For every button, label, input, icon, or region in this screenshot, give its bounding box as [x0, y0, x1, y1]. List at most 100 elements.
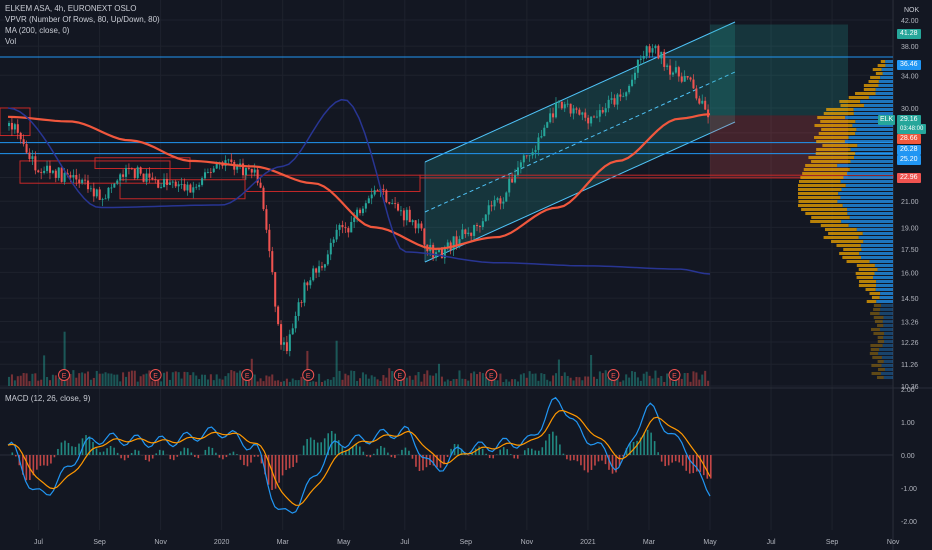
macd-histogram-bar	[134, 449, 136, 455]
volume-bar	[540, 373, 543, 386]
last-price-tag: 29.16	[897, 115, 921, 125]
long-position-tool[interactable]	[0, 24, 894, 200]
volume-bar	[657, 377, 660, 386]
macd-histogram-bar	[22, 455, 24, 475]
ma-legend[interactable]: MA (200, close, 0)	[5, 26, 70, 35]
volume-bar	[683, 373, 686, 386]
vpvr-row-down	[814, 136, 849, 139]
volume-bar	[92, 377, 95, 386]
macd-histogram-bar	[559, 444, 561, 455]
volume-bar	[113, 374, 116, 386]
price-axis-label: 14.50	[901, 296, 919, 303]
candle-body	[31, 156, 34, 159]
volume-bar	[312, 381, 315, 386]
vpvr-row-down	[810, 220, 842, 223]
candle-body	[107, 187, 110, 199]
volume-bar	[464, 379, 467, 386]
vpvr-row-down	[801, 208, 848, 211]
earnings-marker[interactable]: E	[393, 369, 406, 381]
vpvr-legend[interactable]: VPVR (Number Of Rows, 80, Up/Down, 80)	[5, 15, 160, 24]
earnings-marker[interactable]: E	[241, 369, 254, 381]
earnings-marker[interactable]: E	[302, 369, 315, 381]
vol-legend[interactable]: Vol	[5, 37, 17, 46]
volume-bar	[344, 373, 347, 386]
price-axis-label: 10.36	[901, 384, 919, 391]
macd-histogram-bar	[362, 451, 365, 455]
volume-bar	[104, 372, 107, 386]
channel-upper	[424, 21, 736, 163]
candle-body	[639, 58, 642, 60]
macd-histogram-bar	[351, 446, 354, 455]
candle-body	[309, 280, 312, 286]
ma-200-path	[7, 113, 711, 251]
volume-bar	[218, 378, 221, 386]
volume-bar	[437, 363, 441, 386]
candle-body	[297, 302, 300, 316]
macd-histogram-bar	[264, 455, 266, 475]
volume-bar	[174, 371, 177, 386]
earnings-circle	[149, 369, 162, 381]
vpvr-row-down	[836, 244, 861, 247]
vpvr-row-down	[871, 372, 881, 375]
volume-bar	[537, 380, 540, 386]
candle-body	[505, 192, 508, 202]
macd-histogram-bar	[418, 455, 421, 472]
volume-bar	[297, 380, 300, 386]
symbol-title[interactable]: ELKEM ASA, 4h, EURONEXT OSLO	[5, 4, 137, 13]
candle-body	[452, 236, 455, 250]
candle-body	[575, 108, 578, 110]
earnings-marker[interactable]: E	[668, 369, 681, 381]
volume-bar	[285, 378, 288, 386]
earnings-marker[interactable]: E	[149, 369, 162, 381]
vpvr-row-up	[878, 80, 893, 83]
candlesticks[interactable]	[8, 43, 710, 357]
parallel-channel[interactable]	[424, 21, 736, 263]
vpvr-row-up	[869, 260, 893, 263]
macd-histogram-bar	[688, 455, 691, 474]
volume-bar	[446, 379, 449, 386]
time-axis-label: Nov	[521, 539, 534, 546]
vpvr-row-up	[885, 368, 893, 371]
macd-histogram-bar	[681, 455, 684, 466]
earnings-circle	[668, 369, 681, 381]
earnings-marker[interactable]: E	[58, 369, 71, 381]
macd-histogram-bar	[190, 452, 193, 455]
candle-body	[16, 124, 19, 133]
volume-bar	[201, 374, 204, 386]
earnings-marker[interactable]: E	[607, 369, 620, 381]
candle-body	[66, 172, 69, 176]
volume-bar	[157, 377, 160, 386]
candle-body	[57, 167, 60, 178]
volume-bar	[370, 375, 373, 386]
macd-histogram-bar	[316, 442, 319, 455]
macd-histogram-bar	[446, 455, 449, 457]
profit-zone	[710, 24, 848, 116]
volume-bar	[435, 373, 438, 386]
candle-body	[98, 189, 101, 200]
macd-histogram-bar	[197, 455, 200, 459]
candle-body	[560, 101, 563, 109]
macd-histogram-bar	[71, 446, 73, 455]
macd-histogram-bar	[527, 448, 530, 455]
macd-histogram-bar	[348, 449, 351, 455]
volume-bar	[203, 374, 207, 386]
earnings-marker[interactable]: E	[485, 369, 498, 381]
candle-body	[572, 108, 575, 114]
candle-body	[385, 190, 388, 203]
macd-histogram-bar	[158, 449, 161, 455]
volume-bar	[522, 373, 525, 386]
macd-legend[interactable]: MACD (12, 26, close, 9)	[5, 394, 91, 403]
volume-bar	[107, 373, 110, 386]
volume-bar	[315, 381, 318, 386]
macd-histogram-bar	[239, 455, 242, 460]
candle-body	[277, 306, 280, 325]
macd-histogram-bar	[320, 442, 322, 455]
vpvr-row-up	[860, 100, 893, 103]
volume-bar	[60, 379, 63, 386]
vpvr-row-up	[848, 224, 893, 227]
volume-bar	[309, 381, 312, 386]
macd-histogram-bar	[660, 455, 663, 462]
